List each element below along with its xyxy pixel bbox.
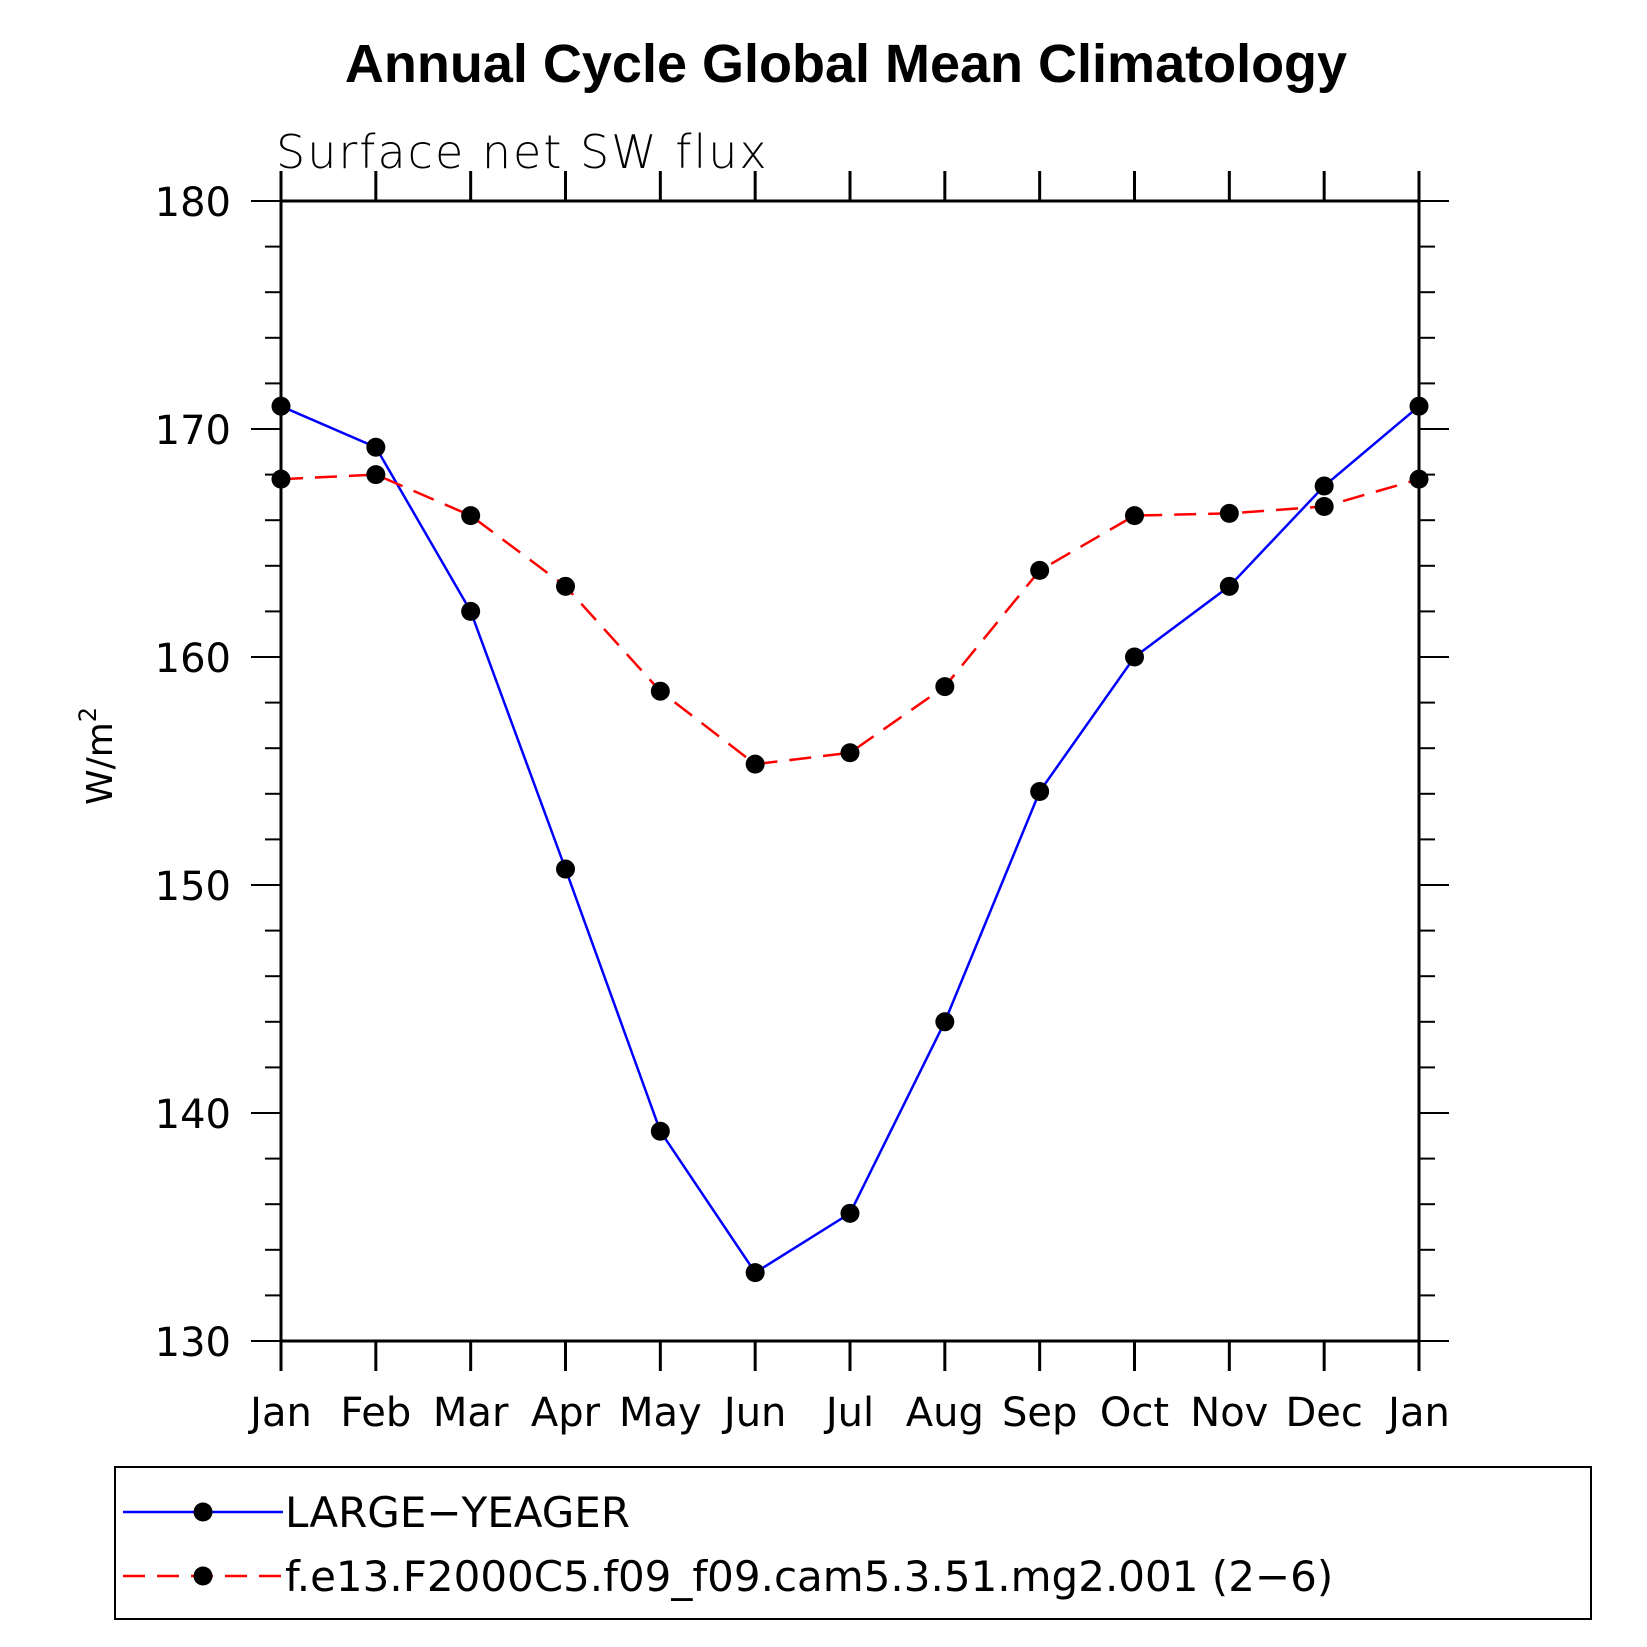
data-point bbox=[366, 437, 386, 457]
x-tick-label: Jul bbox=[823, 1390, 874, 1436]
chart-title: Annual Cycle Global Mean Climatology bbox=[345, 34, 1347, 94]
x-tick-label: Feb bbox=[340, 1390, 411, 1436]
data-point bbox=[1219, 503, 1239, 523]
data-point bbox=[1409, 469, 1429, 489]
series-2-markers bbox=[271, 465, 1429, 774]
y-tick-label: 160 bbox=[155, 636, 231, 682]
x-axis: Jan Feb Mar Apr May Jun Jul Aug Sep Oct Nov Dec Jan bbox=[247, 171, 1450, 1436]
series-1-markers bbox=[271, 396, 1429, 1283]
data-point bbox=[935, 677, 955, 697]
data-point bbox=[840, 743, 860, 763]
x-tick-label: Nov bbox=[1190, 1390, 1268, 1436]
series-1 bbox=[280, 405, 1420, 1275]
chart-subtitle: Surface net SW flux bbox=[276, 125, 769, 179]
data-point bbox=[745, 754, 765, 774]
data-point bbox=[1314, 497, 1334, 517]
plot-border bbox=[279, 199, 1421, 1343]
data-point bbox=[840, 1203, 860, 1223]
series-line bbox=[280, 405, 1420, 1275]
x-tick-label: May bbox=[619, 1390, 702, 1436]
data-point bbox=[271, 469, 291, 489]
series-2 bbox=[280, 473, 1420, 766]
data-point bbox=[461, 601, 481, 621]
x-tick-label: Sep bbox=[1002, 1390, 1077, 1436]
y-tick-label: 180 bbox=[155, 180, 231, 226]
data-point bbox=[461, 506, 481, 526]
x-tick-label: Jun bbox=[721, 1390, 787, 1436]
x-tick-label: Aug bbox=[906, 1390, 984, 1436]
data-point bbox=[745, 1263, 765, 1283]
y-tick-label: 150 bbox=[155, 864, 231, 910]
data-point bbox=[1125, 647, 1144, 667]
series-layer bbox=[271, 396, 1429, 1283]
data-point bbox=[1125, 506, 1144, 526]
y-tick-label: 130 bbox=[155, 1320, 231, 1366]
data-point bbox=[1219, 576, 1239, 596]
data-point bbox=[1030, 560, 1050, 580]
x-tick-label: Dec bbox=[1285, 1390, 1362, 1436]
y-tick-label: 170 bbox=[155, 408, 231, 454]
y-axis-label-superscript: 2 bbox=[74, 707, 102, 722]
data-point bbox=[271, 396, 291, 416]
x-tick-label: Apr bbox=[531, 1390, 601, 1436]
legend-marker bbox=[193, 1566, 213, 1586]
legend: LARGE−YEAGER f.e13.F2000C5.f09_f09.cam5.3… bbox=[114, 1466, 1592, 1620]
plot-frame bbox=[279, 199, 1421, 1343]
data-point bbox=[1409, 396, 1429, 416]
legend-marker bbox=[193, 1502, 213, 1522]
data-point bbox=[650, 1121, 670, 1141]
data-point bbox=[366, 465, 386, 485]
data-point bbox=[650, 681, 670, 701]
x-tick-label: Jan bbox=[247, 1390, 312, 1436]
x-tick-label: Oct bbox=[1100, 1390, 1169, 1436]
data-point bbox=[556, 576, 575, 596]
legend-label: f.e13.F2000C5.f09_f09.cam5.3.51.mg2.001 … bbox=[285, 1552, 1333, 1601]
x-tick-label: Mar bbox=[433, 1390, 509, 1436]
y-tick-label: 140 bbox=[155, 1092, 231, 1138]
data-point bbox=[556, 859, 575, 879]
legend-label: LARGE−YEAGER bbox=[285, 1488, 630, 1537]
series-line bbox=[280, 473, 1420, 766]
data-point bbox=[1314, 476, 1334, 496]
y-axis-label-unit: W/m bbox=[80, 722, 121, 805]
data-point bbox=[1030, 782, 1050, 802]
y-axis: 130 140 150 160 170 180 bbox=[155, 180, 1449, 1366]
legend-box bbox=[114, 1466, 1592, 1620]
legend-entries: LARGE−YEAGER f.e13.F2000C5.f09_f09.cam5.3… bbox=[123, 1488, 1333, 1601]
y-axis-label: W/m2 bbox=[74, 707, 121, 805]
x-tick-label: Jan bbox=[1385, 1390, 1450, 1436]
data-point bbox=[935, 1012, 955, 1032]
